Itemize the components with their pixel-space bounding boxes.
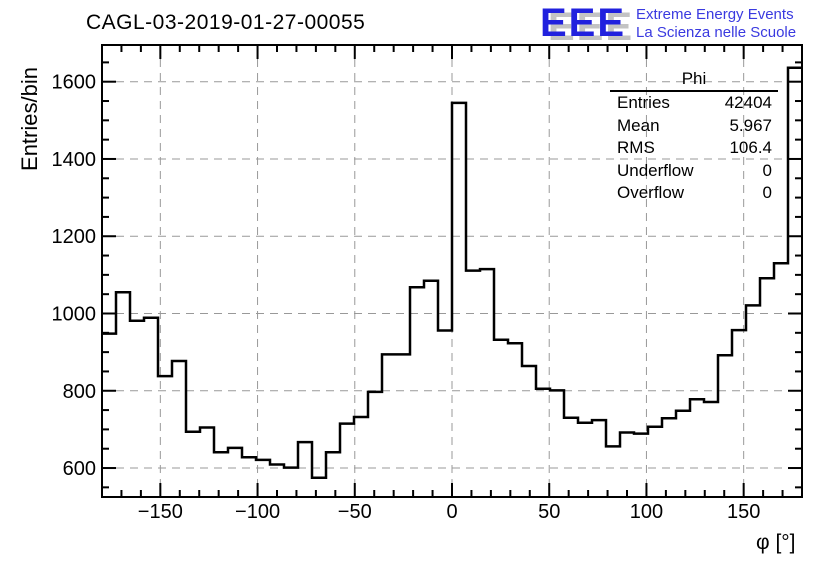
stats-box-rows: Entries 42404 Mean 5.967 RMS 106.4 Underflow 0 O… bbox=[610, 92, 778, 205]
stats-box: Phi Entries 42404 Mean 5.967 RMS 106.4 Underfl… bbox=[610, 70, 778, 205]
eee-logo-caption-line1: Extreme Energy Events bbox=[636, 6, 794, 23]
plot-frame bbox=[101, 44, 803, 498]
y-tick-label: 800 bbox=[63, 381, 96, 403]
y-tick-label: 1000 bbox=[52, 303, 97, 325]
stats-box-title: Phi bbox=[681, 69, 707, 88]
eee-logo-caption-line2: La Scienza nelle Scuole bbox=[636, 24, 797, 41]
stats-row: Mean 5.967 bbox=[610, 115, 778, 138]
stats-row-value: 106.4 bbox=[729, 138, 772, 158]
eee-logo-letters: EEE EEE bbox=[540, 1, 635, 49]
y-tick-label: 1400 bbox=[52, 149, 97, 171]
y-tick-label: 1600 bbox=[52, 72, 97, 94]
eee-logo-caption: Extreme Energy Events La Scienza nelle S… bbox=[636, 6, 796, 42]
x-axis-title: φ [°] bbox=[756, 531, 796, 554]
x-tick-label: −50 bbox=[338, 501, 372, 523]
stats-row-label: Underflow bbox=[617, 160, 694, 180]
x-tick-label: 150 bbox=[727, 501, 760, 523]
stats-row-value: 5.967 bbox=[729, 115, 772, 135]
x-tick-label: 100 bbox=[630, 501, 663, 523]
x-tick-label: −150 bbox=[138, 501, 183, 523]
stats-row: RMS 106.4 bbox=[610, 137, 778, 160]
eee-logo-shadow: EEE bbox=[548, 5, 635, 49]
stats-row-label: Entries bbox=[617, 93, 670, 112]
x-tick-label: 0 bbox=[446, 501, 457, 523]
histogram-line bbox=[102, 66, 802, 479]
x-tick-label: −100 bbox=[235, 501, 280, 523]
stats-row-label: Overflow bbox=[617, 183, 685, 203]
stats-row-label: Mean bbox=[617, 115, 660, 135]
y-axis-title: Entries/bin bbox=[17, 67, 42, 171]
eee-logo-main: EEE bbox=[540, 1, 627, 45]
x-tick-label: 50 bbox=[538, 501, 560, 523]
eee-logo: EEE EEE Extreme Energy Events La Scienza… bbox=[540, 1, 796, 49]
y-tick-label: 600 bbox=[63, 458, 96, 480]
stats-row-value: 42404 bbox=[724, 93, 772, 112]
plot-title: CAGL-03-2019-01-27-00055 bbox=[86, 11, 366, 34]
stats-row-label: RMS bbox=[617, 138, 655, 158]
stats-row: Underflow 0 bbox=[610, 160, 778, 183]
stats-box-divider bbox=[610, 90, 778, 92]
stats-row: Overflow 0 bbox=[610, 182, 778, 205]
stats-row: Entries 42404 bbox=[610, 92, 778, 115]
y-tick-label: 1200 bbox=[52, 226, 97, 248]
stats-row-value: 0 bbox=[762, 183, 772, 203]
stats-row-value: 0 bbox=[762, 160, 772, 180]
